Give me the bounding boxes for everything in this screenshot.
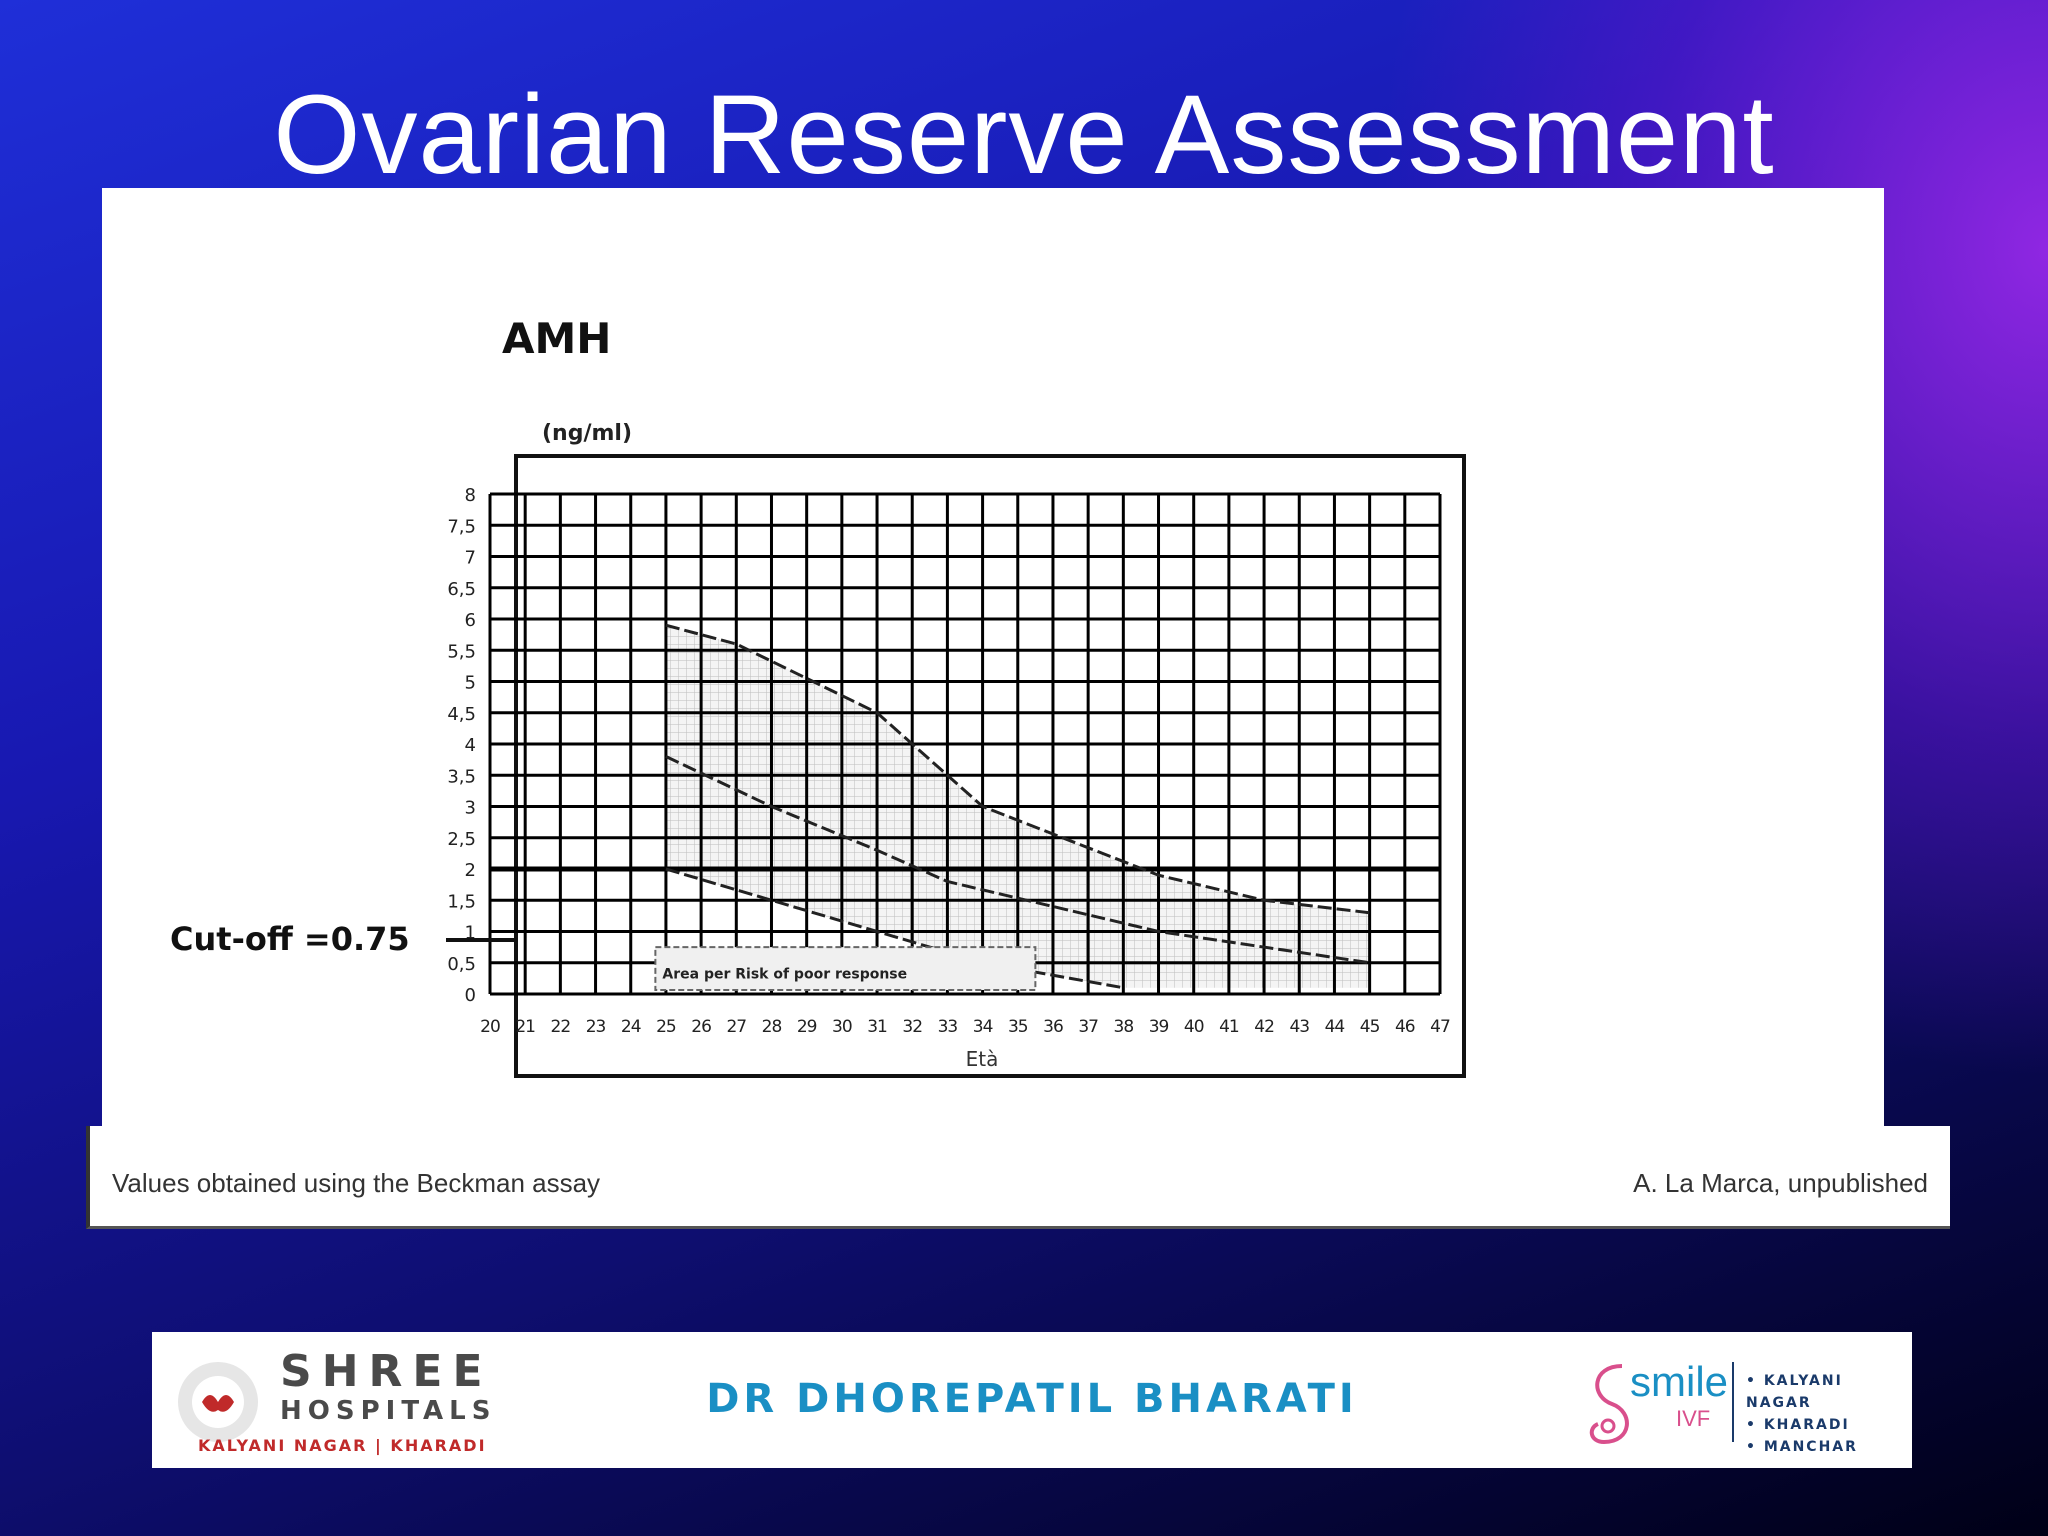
x-tick-label: 47 — [1430, 1017, 1450, 1037]
x-tick-label: 46 — [1395, 1017, 1415, 1037]
smile-ivf-logo-icon — [1589, 1364, 1629, 1445]
y-tick-label: 3 — [465, 798, 476, 819]
x-tick-label: 24 — [621, 1017, 641, 1037]
x-tick-label: 23 — [586, 1017, 606, 1037]
x-tick-label: 28 — [762, 1017, 782, 1037]
logo-footer: SHREE HOSPITALS KALYANI NAGAR | KHARADI … — [152, 1332, 1912, 1468]
x-tick-label: 34 — [973, 1017, 993, 1037]
y-tick-label: 6,5 — [447, 579, 476, 600]
x-tick-label: 41 — [1219, 1017, 1239, 1037]
x-tick-label: 29 — [797, 1017, 817, 1037]
x-tick-label: 22 — [551, 1017, 571, 1037]
x-tick-label: 30 — [832, 1017, 852, 1037]
hospital-name: SHREE — [280, 1346, 493, 1397]
poor-response-box — [654, 946, 1037, 991]
x-tick-label: 33 — [938, 1017, 958, 1037]
y-tick-label: 0 — [465, 985, 476, 1006]
ivf-location-item: KALYANI NAGAR — [1746, 1370, 1912, 1414]
x-tick-label: 35 — [1008, 1017, 1028, 1037]
y-tick-label: 5 — [465, 673, 476, 694]
y-tick-label: 7,5 — [447, 516, 476, 537]
x-tick-label: 27 — [726, 1017, 746, 1037]
cutoff-label: Cut-off =0.75 — [170, 920, 410, 958]
hospital-subtitle: HOSPITALS — [280, 1396, 497, 1426]
x-tick-label: 36 — [1043, 1017, 1063, 1037]
x-tick-label: 44 — [1325, 1017, 1345, 1037]
y-tick-label: 5,5 — [447, 641, 476, 662]
x-tick-label: 31 — [867, 1017, 887, 1037]
x-tick-label: 20 — [480, 1017, 500, 1037]
slide-title: Ovarian Reserve Assessment — [273, 72, 1775, 197]
chart-title: AMH — [502, 314, 611, 363]
y-tick-label: 6 — [465, 610, 476, 631]
y-axis-label: (ng/ml) — [542, 421, 632, 446]
y-tick-label: 3,5 — [447, 766, 476, 787]
x-tick-label: 26 — [691, 1017, 711, 1037]
y-tick-label: 1 — [465, 923, 476, 944]
doctor-name: DR DHOREPATIL BHARATI — [706, 1376, 1358, 1422]
x-tick-label: 32 — [902, 1017, 922, 1037]
y-tick-label: 7 — [465, 548, 476, 569]
shree-hospitals-logo-icon — [178, 1362, 258, 1442]
series-line-1 — [665, 623, 1370, 915]
caption-source: Values obtained using the Beckman assay — [112, 1168, 601, 1198]
x-tick-label: 38 — [1114, 1017, 1134, 1037]
ivf-locations: KALYANI NAGAR KHARADI MANCHAR — [1746, 1370, 1912, 1458]
x-tick-label: 40 — [1184, 1017, 1204, 1037]
x-axis-label: Età — [966, 1047, 999, 1071]
x-tick-label: 37 — [1078, 1017, 1098, 1037]
series-line-3 — [665, 867, 1124, 990]
series-line-2 — [665, 755, 1370, 965]
x-tick-label: 39 — [1149, 1017, 1169, 1037]
x-tick-label: 43 — [1289, 1017, 1309, 1037]
poor-response-label: Area per Risk of poor response — [662, 966, 907, 982]
ivf-brand: smile — [1630, 1358, 1729, 1405]
ivf-location-item: KHARADI — [1746, 1414, 1912, 1436]
y-tick-label: 1,5 — [447, 891, 476, 912]
x-tick-label: 45 — [1360, 1017, 1380, 1037]
ivf-location-item: MANCHAR — [1746, 1436, 1912, 1458]
caption-band: Values obtained using the Beckman assay … — [86, 1126, 1950, 1229]
y-tick-label: 4 — [465, 735, 476, 756]
ivf-divider — [1732, 1362, 1734, 1442]
x-tick-label: 21 — [515, 1017, 535, 1037]
ivf-sub: IVF — [1676, 1406, 1711, 1431]
y-tick-label: 2 — [465, 860, 476, 881]
x-tick-label: 42 — [1254, 1017, 1274, 1037]
x-tick-label: 25 — [656, 1017, 676, 1037]
y-tick-label: 2,5 — [447, 829, 476, 850]
y-tick-label: 0,5 — [447, 954, 476, 975]
y-tick-label: 8 — [465, 485, 476, 506]
amh-chart: AMH (ng/ml) Area per Risk of poor respon… — [170, 314, 1466, 1078]
caption-citation: A. La Marca, unpublished — [1633, 1168, 1928, 1198]
y-tick-label: 4,5 — [447, 704, 476, 725]
hospital-locations: KALYANI NAGAR | KHARADI — [198, 1436, 487, 1455]
